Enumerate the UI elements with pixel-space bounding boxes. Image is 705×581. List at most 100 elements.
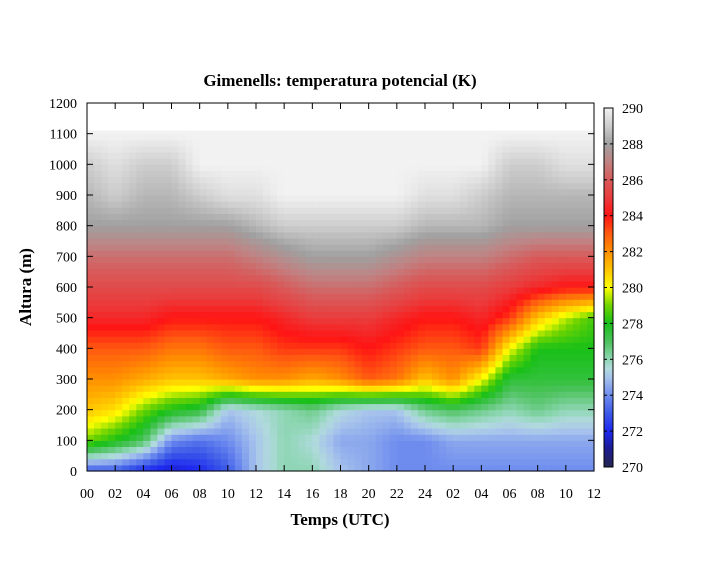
heatmap-cell <box>263 379 271 386</box>
heatmap-cell <box>368 348 377 355</box>
heatmap-cell <box>171 458 180 466</box>
heatmap-cell <box>389 440 398 447</box>
heatmap-cell <box>241 354 250 362</box>
heatmap-cell <box>227 397 236 405</box>
heatmap-cell <box>206 409 215 417</box>
heatmap-cell <box>481 145 489 153</box>
heatmap-cell <box>178 158 187 165</box>
heatmap-cell <box>122 464 130 472</box>
heatmap-cell <box>340 256 349 263</box>
heatmap-cell <box>249 225 257 233</box>
heatmap-cell <box>481 195 489 202</box>
heatmap-cell <box>192 360 201 368</box>
heatmap-cell <box>347 213 356 221</box>
heatmap-cell <box>361 323 370 331</box>
heatmap-cell <box>509 158 518 165</box>
heatmap-cell <box>551 403 560 411</box>
heatmap-cell <box>199 305 208 313</box>
heatmap-cell <box>94 201 102 208</box>
heatmap-cell <box>516 415 525 423</box>
heatmap-cell <box>241 299 250 306</box>
heatmap-cell <box>220 133 229 141</box>
heatmap-cell <box>129 231 137 239</box>
heatmap-cell <box>446 385 454 392</box>
heatmap-cell <box>270 231 278 239</box>
heatmap-cell <box>94 299 102 306</box>
heatmap-cell <box>432 415 440 423</box>
heatmap-cell <box>87 244 95 251</box>
heatmap-cell <box>277 158 285 165</box>
heatmap-cell <box>396 293 405 300</box>
heatmap-cell <box>361 133 370 141</box>
heatmap-cell <box>122 250 130 257</box>
heatmap-cell <box>171 207 180 214</box>
heatmap-cell <box>284 201 292 208</box>
heatmap-cell <box>558 446 567 454</box>
heatmap-cell <box>326 366 334 374</box>
heatmap-cell <box>382 336 391 343</box>
heatmap-cell <box>136 219 144 227</box>
heatmap-cell <box>516 329 525 337</box>
heatmap-cell <box>403 342 412 349</box>
heatmap-cell <box>249 219 257 227</box>
heatmap-cell <box>537 354 546 362</box>
heatmap-cell <box>136 372 144 380</box>
heatmap-cell <box>579 182 588 190</box>
heatmap-cell <box>284 440 292 447</box>
heatmap-cell <box>565 440 574 447</box>
heatmap-cell <box>453 336 461 343</box>
heatmap-cell <box>284 213 292 221</box>
heatmap-cell <box>136 452 144 460</box>
heatmap-cell <box>291 274 299 282</box>
heatmap-cell <box>312 256 320 263</box>
heatmap-cell <box>403 336 412 343</box>
heatmap-cell <box>199 452 208 460</box>
heatmap-cell <box>418 268 426 276</box>
heatmap-cell <box>101 391 109 398</box>
heatmap-cell <box>544 385 553 392</box>
heatmap-cell <box>164 434 173 441</box>
heatmap-cell <box>382 305 391 313</box>
heatmap-cell <box>530 182 539 190</box>
heatmap-cell <box>199 421 208 429</box>
heatmap-cell <box>213 446 222 454</box>
heatmap-cell <box>199 311 208 319</box>
heatmap-cell <box>270 366 278 374</box>
heatmap-cell <box>256 360 264 368</box>
heatmap-cell <box>446 440 454 447</box>
heatmap-cell <box>143 195 151 202</box>
heatmap-cell <box>270 188 278 196</box>
heatmap-cell <box>474 213 482 221</box>
heatmap-cell <box>572 219 581 227</box>
heatmap-cell <box>587 458 595 466</box>
heatmap-cell <box>481 421 489 429</box>
heatmap-cell <box>178 170 187 178</box>
heatmap-cell <box>418 256 426 263</box>
heatmap-cell <box>263 130 271 135</box>
heatmap-cell <box>425 293 433 300</box>
heatmap-cell <box>467 274 475 282</box>
heatmap-cell <box>446 446 454 454</box>
heatmap-cell <box>157 403 165 411</box>
heatmap-cell <box>544 440 553 447</box>
heatmap-cell <box>305 164 313 171</box>
heatmap-cell <box>326 231 334 239</box>
heatmap-cell <box>418 428 426 435</box>
heatmap-cell <box>551 397 560 405</box>
heatmap-cell <box>171 354 180 362</box>
heatmap-cell <box>199 428 208 435</box>
heatmap-cell <box>396 133 405 141</box>
heatmap-cell <box>460 452 468 460</box>
heatmap-cell <box>101 170 109 178</box>
heatmap-cell <box>108 354 116 362</box>
heatmap-cell <box>347 428 356 435</box>
heatmap-cell <box>579 397 588 405</box>
heatmap-cell <box>509 287 518 294</box>
heatmap-cell <box>270 182 278 190</box>
heatmap-cell <box>157 225 165 233</box>
heatmap-cell <box>171 385 180 392</box>
heatmap-cell <box>115 305 123 313</box>
heatmap-cell <box>171 452 180 460</box>
heatmap-cell <box>565 464 574 472</box>
heatmap-cell <box>143 446 151 454</box>
